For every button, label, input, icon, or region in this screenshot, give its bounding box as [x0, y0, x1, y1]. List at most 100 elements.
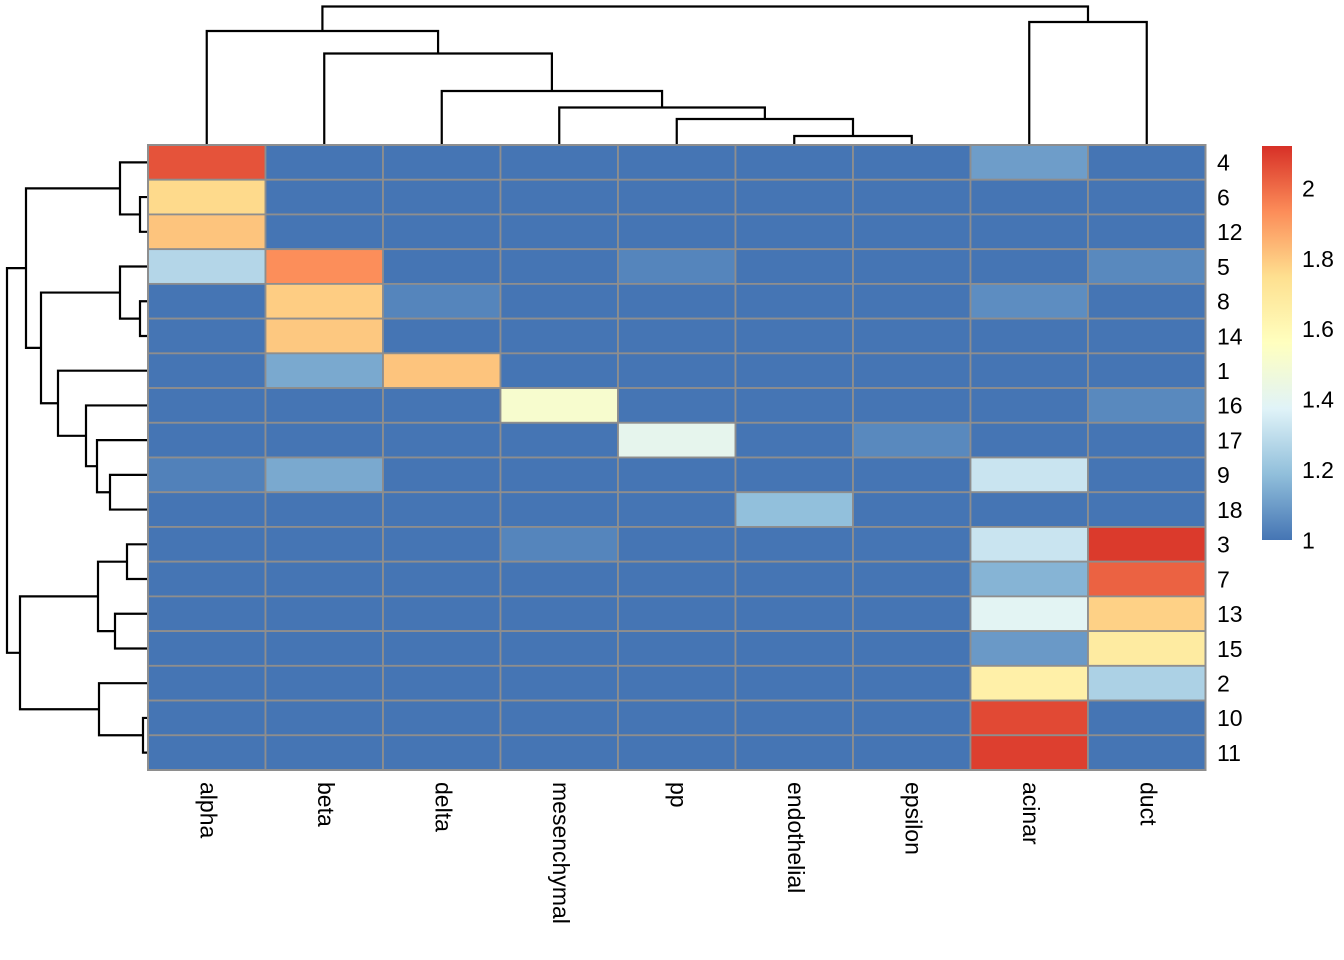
cell-row6-alpha — [147, 178, 267, 216]
row-label-9: 9 — [1217, 462, 1230, 488]
cell-row5-delta — [382, 248, 502, 285]
cell-row4-alpha — [147, 144, 267, 181]
cell-row11-mesenchymal — [499, 734, 619, 771]
cell-row17-duct — [1087, 421, 1207, 459]
cell-row9-endothelial — [734, 456, 854, 494]
dendrogram-branch — [108, 473, 148, 511]
cell-row4-duct — [1087, 144, 1207, 181]
cell-row17-epsilon — [852, 421, 972, 459]
color-legend: 2 1.8 1.6 1.4 1.2 1 — [1262, 146, 1334, 553]
cell-row11-alpha — [147, 734, 267, 771]
row-label-16: 16 — [1217, 393, 1243, 419]
cell-row11-pp — [617, 734, 737, 771]
cell-row1-beta — [264, 352, 384, 389]
dendrogram-branch — [39, 291, 120, 405]
cell-row4-mesenchymal — [499, 144, 619, 181]
cell-row15-beta — [264, 630, 384, 667]
row-label-3: 3 — [1217, 532, 1230, 558]
cell-row8-endothelial — [734, 282, 854, 320]
cell-row9-alpha — [147, 456, 267, 494]
cell-row16-epsilon — [852, 387, 972, 424]
cell-row18-epsilon — [852, 491, 972, 528]
cell-row1-alpha — [147, 352, 267, 389]
cell-row13-alpha — [147, 595, 267, 633]
legend-tick-2: 2 — [1302, 176, 1315, 202]
cell-row7-beta — [264, 560, 384, 598]
cell-row9-epsilon — [852, 456, 972, 494]
cell-row2-mesenchymal — [499, 664, 619, 702]
column-label-acinar: acinar — [1018, 782, 1044, 845]
dendrogram-branch — [18, 595, 99, 711]
legend-tick-1.4: 1.4 — [1302, 387, 1334, 413]
cell-row13-acinar — [969, 595, 1089, 633]
cell-row5-endothelial — [734, 248, 854, 285]
cell-row10-duct — [1087, 699, 1207, 737]
row-label-8: 8 — [1217, 289, 1230, 315]
dendrogram-branch — [138, 195, 148, 233]
cell-row8-mesenchymal — [499, 282, 619, 320]
cell-row15-pp — [617, 630, 737, 667]
cell-row2-pp — [617, 664, 737, 702]
cell-row8-duct — [1087, 282, 1207, 320]
row-label-18: 18 — [1217, 497, 1243, 523]
row-label-10: 10 — [1217, 705, 1243, 731]
cell-row12-pp — [617, 213, 737, 251]
cell-row3-mesenchymal — [499, 526, 619, 563]
row-label-14: 14 — [1217, 323, 1243, 349]
legend-tick-1.2: 1.2 — [1302, 457, 1334, 483]
heatmap-border — [147, 144, 1207, 771]
cell-row2-delta — [382, 664, 502, 702]
cell-row18-duct — [1087, 491, 1207, 528]
legend-tick-1.8: 1.8 — [1302, 246, 1334, 272]
cell-row1-pp — [617, 352, 737, 389]
dendrogram-branch — [205, 29, 440, 145]
cell-row1-endothelial — [734, 352, 854, 389]
cell-row18-acinar — [969, 491, 1089, 528]
cell-row2-alpha — [147, 664, 267, 702]
row-label-6: 6 — [1217, 184, 1230, 210]
cell-row14-duct — [1087, 317, 1207, 355]
dendrogram-branch — [125, 543, 148, 581]
dendrogram-branch — [118, 161, 148, 216]
cell-row6-endothelial — [734, 178, 854, 216]
cell-row16-alpha — [147, 387, 267, 424]
cell-row4-beta — [264, 144, 384, 181]
column-label-pp: pp — [665, 782, 691, 808]
cell-row12-beta — [264, 213, 384, 251]
cell-row9-delta — [382, 456, 502, 494]
cell-row12-delta — [382, 213, 502, 251]
cell-row6-pp — [617, 178, 737, 216]
row-label-1: 1 — [1217, 358, 1230, 384]
dendrogram-branch — [321, 5, 1090, 31]
cell-row3-duct — [1087, 526, 1207, 563]
cell-row2-beta — [264, 664, 384, 702]
cell-row16-mesenchymal — [499, 387, 619, 424]
column-label-delta: delta — [430, 782, 456, 832]
cell-row5-mesenchymal — [499, 248, 619, 285]
cell-row4-epsilon — [852, 144, 972, 181]
cell-row6-acinar — [969, 178, 1089, 216]
cell-row12-epsilon — [852, 213, 972, 251]
cell-row3-acinar — [969, 526, 1089, 563]
row-label-11: 11 — [1217, 740, 1241, 766]
cell-row10-delta — [382, 699, 502, 737]
heatmap-grid — [147, 144, 1207, 771]
cell-row16-beta — [264, 387, 384, 424]
cell-row15-alpha — [147, 630, 267, 667]
cell-row10-pp — [617, 699, 737, 737]
cell-row1-mesenchymal — [499, 352, 619, 389]
cell-row5-acinar — [969, 248, 1089, 285]
cell-row6-delta — [382, 178, 502, 216]
cell-row5-epsilon — [852, 248, 972, 285]
cell-row7-delta — [382, 560, 502, 598]
cell-row13-pp — [617, 595, 737, 633]
cell-row1-epsilon — [852, 352, 972, 389]
cell-row5-pp — [617, 248, 737, 285]
column-label-mesenchymal: mesenchymal — [548, 782, 574, 924]
cell-row1-acinar — [969, 352, 1089, 389]
cell-row13-beta — [264, 595, 384, 633]
cell-row12-duct — [1087, 213, 1207, 251]
cell-row17-delta — [382, 421, 502, 459]
